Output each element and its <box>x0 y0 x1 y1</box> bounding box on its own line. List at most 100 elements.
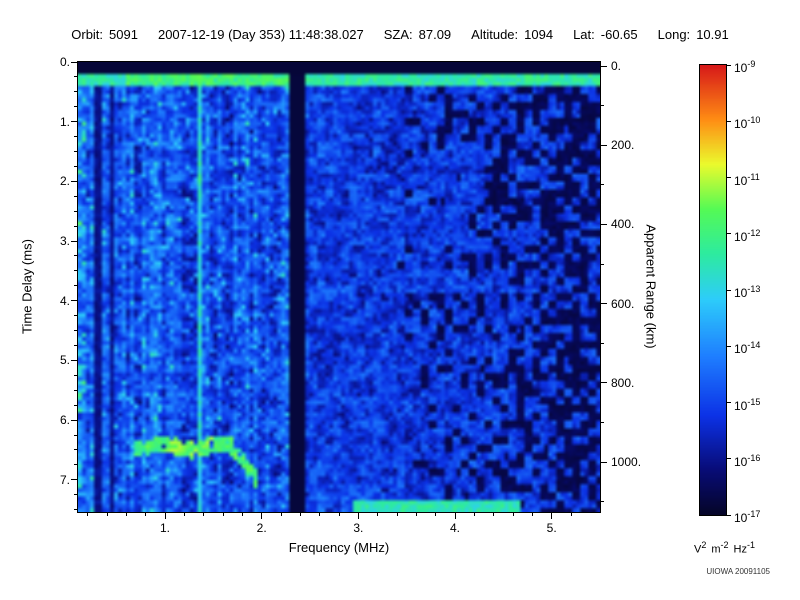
y-tick-label: 5. <box>59 353 70 368</box>
x-major-tick <box>261 513 263 519</box>
colorbar-tick-base: 10 <box>734 117 748 132</box>
colorbar-tick <box>727 64 731 66</box>
y-minor-tick <box>74 270 77 272</box>
x-minor-tick <box>203 513 205 516</box>
colorbar-tick-base: 10 <box>734 342 748 357</box>
colorbar-tick-base: 10 <box>734 61 748 75</box>
x-minor-tick <box>125 513 127 516</box>
header-field-value: 87.09 <box>418 27 452 42</box>
y-minor-tick <box>74 106 77 108</box>
colorbar-tick-base: 10 <box>734 511 748 525</box>
y-tick-label: 6. <box>59 413 70 428</box>
unit-m: m <box>711 543 721 556</box>
x-minor-tick <box>570 513 572 516</box>
colorbar-tick-label: 10-9 <box>734 57 774 75</box>
colorbar-tick-label: 10-16 <box>734 451 774 469</box>
colorbar-tick <box>727 345 731 347</box>
header-field-value: 1094 <box>524 27 554 42</box>
colorbar-tick <box>727 177 731 178</box>
header-field: Lat: -60.65 <box>573 27 638 42</box>
colorbar-tick-label: 10-15 <box>734 395 774 413</box>
colorbar-tick-label: 10-14 <box>734 338 774 356</box>
x-minor-tick <box>183 513 185 516</box>
y-minor-tick <box>74 509 77 511</box>
x-minor-tick <box>396 513 398 516</box>
x-minor-tick <box>145 513 147 516</box>
range-major-tick <box>601 144 607 146</box>
unit-v: V <box>694 543 702 556</box>
y-minor-tick <box>74 434 77 436</box>
header-field-label: Orbit: <box>71 27 104 42</box>
range-major-tick <box>601 461 607 463</box>
x-major-tick <box>454 513 456 519</box>
y-major-tick <box>71 419 77 421</box>
range-major-tick <box>601 303 607 305</box>
x-tick-label: 1. <box>159 521 170 535</box>
spectrogram-frame <box>77 61 601 513</box>
x-major-tick <box>164 513 166 519</box>
x-tick-label: 2. <box>256 521 267 535</box>
range-minor-tick <box>601 501 604 503</box>
y-minor-tick <box>74 449 77 451</box>
colorbar-frame <box>699 64 727 516</box>
range-minor-tick <box>601 263 604 265</box>
header-field: Long: 10.91 <box>658 27 729 42</box>
y-minor-tick <box>74 255 77 257</box>
header-field: 2007-12-19 (Day 353) 11:48:38.027 <box>158 27 364 42</box>
x-minor-tick <box>106 513 108 516</box>
range-minor-tick <box>601 342 604 344</box>
y-tick-label: 2. <box>59 174 70 189</box>
colorbar-tick-exponent: -13 <box>747 284 761 294</box>
x-minor-tick <box>531 513 533 516</box>
y-minor-tick <box>74 210 77 212</box>
y-minor-tick <box>74 151 77 153</box>
y-minor-tick <box>74 344 77 346</box>
colorbar-tick <box>727 514 731 516</box>
x-minor-tick <box>241 513 243 516</box>
x-minor-tick <box>338 513 340 516</box>
colorbar-tick-exponent: -15 <box>747 396 761 407</box>
spectrogram-canvas <box>78 62 600 512</box>
y-minor-tick <box>74 91 77 93</box>
y-minor-tick <box>74 136 77 138</box>
x-minor-tick <box>377 513 379 516</box>
x-minor-tick <box>319 513 321 516</box>
x-minor-tick <box>415 513 417 516</box>
y-major-tick <box>71 61 77 63</box>
colorbar-tick-exponent: -16 <box>747 452 761 463</box>
range-tick-label: 800. <box>611 375 635 390</box>
y-minor-tick <box>74 165 77 167</box>
header-field: Altitude: 1094 <box>471 27 553 42</box>
colorbar-tick-label: 10-11 <box>734 170 774 188</box>
colorbar-tick-base: 10 <box>734 454 748 469</box>
y-minor-tick <box>74 315 77 317</box>
y-axis-title-left: Time Delay (ms) <box>19 239 35 334</box>
colorbar-tick-base: 10 <box>734 173 748 188</box>
header-field-label: Long: <box>657 27 691 42</box>
y-minor-tick <box>74 330 77 332</box>
x-minor-tick <box>87 513 89 516</box>
header-field-value: 2007-12-19 (Day 353) 11:48:38.027 <box>157 27 364 42</box>
y-major-tick <box>71 240 77 242</box>
x-minor-tick <box>512 513 514 516</box>
y-tick-label: 4. <box>59 293 70 308</box>
y-major-tick <box>71 300 77 302</box>
unit-hz: Hz <box>733 543 747 556</box>
header-field-label: SZA: <box>383 27 413 42</box>
x-axis-title: Frequency (MHz) <box>288 540 390 555</box>
colorbar-tick-exponent: -11 <box>747 171 760 182</box>
y-tick-label: 1. <box>59 114 70 129</box>
x-tick-label: 3. <box>353 521 364 535</box>
colorbar-tick-exponent: -12 <box>747 227 761 238</box>
y-minor-tick <box>74 225 77 227</box>
y-tick-label: 7. <box>59 472 70 487</box>
y-tick-label: 0. <box>59 55 70 69</box>
x-tick-label: 4. <box>449 521 460 535</box>
range-minor-tick <box>601 421 604 423</box>
y-minor-tick <box>74 494 77 496</box>
y-tick-label: 3. <box>59 234 70 249</box>
colorbar-tick-base: 10 <box>734 286 748 300</box>
unit-hz-exp: -1 <box>747 540 756 550</box>
colorbar-tick-label: 10-13 <box>734 282 774 300</box>
y-minor-tick <box>74 285 77 287</box>
